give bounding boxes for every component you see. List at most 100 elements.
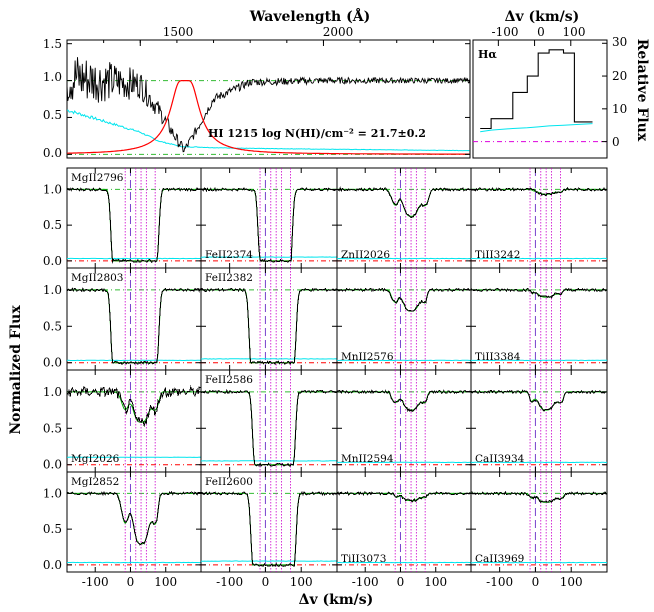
velocity-tick-label: 0 bbox=[537, 25, 545, 39]
wavelength-axis-title: Wavelength (Å) bbox=[249, 7, 370, 25]
model-fit bbox=[337, 289, 471, 312]
ion-label: FeII2586 bbox=[205, 374, 253, 386]
flux-spectrum bbox=[66, 57, 471, 153]
ion-label: FeII2382 bbox=[205, 272, 253, 284]
ion-label: ZnII2026 bbox=[341, 249, 390, 261]
y-tick-label: 0.5 bbox=[43, 218, 62, 232]
y-tick-label: 0.0 bbox=[43, 458, 62, 472]
x-tick-label: 0 bbox=[127, 575, 135, 589]
y-tick-label: 0.0 bbox=[43, 254, 62, 268]
normalized-flux-axis-title: Normalized Flux bbox=[8, 305, 24, 435]
ion-label: MgII2796 bbox=[71, 172, 124, 184]
y-tick-label: 1.0 bbox=[43, 385, 62, 399]
relative-flux-tick-label: 20 bbox=[612, 69, 627, 83]
absorption-panel: MgI2852 bbox=[66, 471, 202, 573]
x-tick-label: 0 bbox=[262, 575, 270, 589]
halpha-velocity-axis-title: Δv (km/s) bbox=[505, 9, 580, 25]
ion-label: FeII2374 bbox=[205, 249, 253, 261]
y-tick-label: 0.5 bbox=[43, 522, 62, 536]
absorption-panel: TiII3384 bbox=[470, 267, 608, 371]
halpha-frame bbox=[472, 39, 608, 159]
flux-spectrum bbox=[66, 385, 201, 428]
velocity-tick-label: 100 bbox=[563, 25, 586, 39]
flux-spectrum bbox=[470, 490, 607, 504]
flux-spectrum bbox=[66, 187, 201, 264]
y-tick-label: 1.0 bbox=[43, 70, 62, 84]
absorption-panel: FeII2600 bbox=[200, 471, 338, 573]
flux-spectrum bbox=[470, 389, 607, 412]
model-fit bbox=[337, 188, 471, 217]
flux-spectrum bbox=[200, 187, 337, 264]
model-fit bbox=[67, 492, 201, 545]
absorption-panel: MnII2576 bbox=[336, 267, 472, 371]
ion-label: MnII2576 bbox=[341, 351, 394, 363]
y-tick-label: 0.0 bbox=[43, 146, 62, 160]
flux-spectrum bbox=[336, 389, 471, 413]
wavelength-tick-label: 1500 bbox=[163, 25, 194, 39]
model-fit bbox=[67, 391, 201, 423]
model-fit bbox=[471, 492, 607, 503]
model-fit bbox=[471, 391, 607, 411]
metal-line-grid: MgII2796 FeII2374 ZnII2026 TiII3242 MgII2803… bbox=[43, 167, 608, 589]
velocity-axis-title: Δv (km/s) bbox=[299, 592, 374, 608]
absorption-panel: ZnII2026 bbox=[336, 167, 472, 269]
lyman-alpha-panel: HI 1215 log N(HI)/cm⁻² = 21.7±0.2 1500 2… bbox=[43, 25, 471, 160]
hi-annotation: HI 1215 log N(HI)/cm⁻² = 21.7±0.2 bbox=[208, 127, 426, 140]
x-tick-label: -100 bbox=[352, 575, 379, 589]
voigt-fit bbox=[67, 80, 470, 155]
absorption-panel: TiII3242 bbox=[470, 167, 608, 269]
halpha-plot-area bbox=[472, 39, 608, 159]
model-fit bbox=[201, 289, 337, 364]
flux-spectrum bbox=[470, 187, 607, 197]
ion-label: TiII3384 bbox=[475, 351, 521, 363]
flux-spectrum bbox=[470, 287, 607, 299]
relative-flux-tick-label: 0 bbox=[612, 135, 620, 149]
lyman-alpha-plot-area bbox=[66, 39, 471, 159]
flux-spectrum bbox=[200, 490, 337, 568]
y-tick-label: 0.5 bbox=[43, 421, 62, 435]
ion-label: MgI2026 bbox=[71, 453, 120, 465]
panel-frame bbox=[470, 471, 608, 573]
y-tick-label: 1.0 bbox=[43, 486, 62, 500]
ion-label: FeII2600 bbox=[205, 476, 253, 488]
model-fit bbox=[67, 289, 201, 364]
absorption-panel: MgI2026 bbox=[66, 369, 202, 473]
x-tick-label: 0 bbox=[532, 575, 540, 589]
model-fit bbox=[337, 391, 471, 411]
halpha-step-profile bbox=[480, 49, 593, 130]
relative-flux-tick-label: 10 bbox=[612, 102, 627, 116]
y-tick-label: 0.0 bbox=[43, 558, 62, 572]
absorption-panel: CaII3969 bbox=[470, 471, 608, 573]
wavelength-tick-label: 2000 bbox=[323, 25, 354, 39]
y-tick-label: 1.0 bbox=[43, 182, 62, 196]
absorption-panel: MnII2594 bbox=[336, 369, 472, 473]
x-tick-label: -100 bbox=[486, 575, 513, 589]
ion-label: TiII3073 bbox=[341, 553, 386, 565]
flux-spectrum bbox=[66, 286, 201, 365]
relative-flux-axis-title: Relative Flux bbox=[634, 39, 650, 142]
ion-label: MgII2803 bbox=[71, 272, 124, 284]
ion-label: CaII3969 bbox=[475, 553, 524, 565]
absorption-panel: FeII2586 bbox=[200, 369, 338, 473]
model-fit bbox=[201, 492, 337, 566]
velocity-tick-label: -100 bbox=[492, 25, 519, 39]
x-tick-label: 100 bbox=[154, 575, 177, 589]
x-tick-label: -100 bbox=[216, 575, 243, 589]
x-tick-label: 100 bbox=[560, 575, 583, 589]
lyman-alpha-frame bbox=[66, 39, 471, 159]
model-fit bbox=[201, 391, 337, 466]
flux-spectrum bbox=[336, 186, 471, 219]
halpha-label: Hα bbox=[478, 48, 497, 61]
flux-spectrum bbox=[336, 287, 471, 312]
ion-label: MnII2594 bbox=[341, 453, 394, 465]
absorption-panel: FeII2374 bbox=[200, 167, 338, 269]
x-tick-label: 100 bbox=[290, 575, 313, 589]
flux-spectrum bbox=[200, 287, 337, 365]
absorption-panel: TiII3073 bbox=[336, 471, 472, 573]
relative-flux-tick-label: 30 bbox=[612, 35, 627, 49]
absorption-panel: MgII2796 bbox=[66, 167, 202, 269]
x-tick-label: 0 bbox=[397, 575, 405, 589]
error-spectrum bbox=[66, 109, 470, 152]
absorption-panel: CaII3934 bbox=[470, 369, 608, 473]
